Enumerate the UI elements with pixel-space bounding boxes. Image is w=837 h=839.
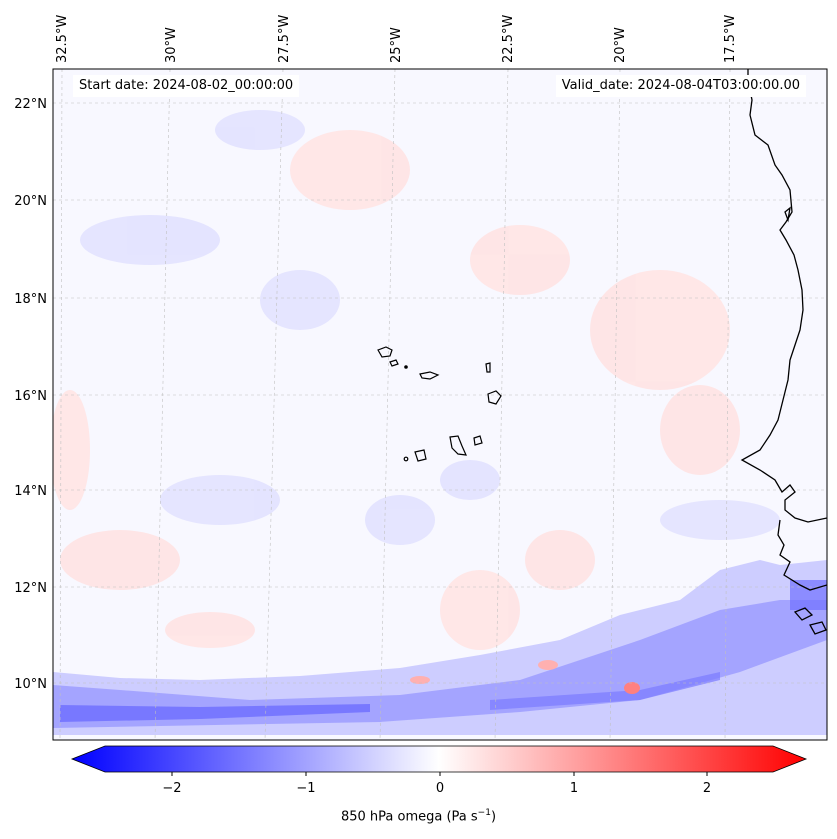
lat-label: 16°N — [14, 389, 47, 404]
colorbar-ticks — [171, 772, 708, 776]
colorbar-tick-label: 0 — [436, 781, 444, 796]
lon-label: 17.5°W — [723, 15, 738, 63]
lon-label: 27.5°W — [277, 15, 292, 63]
colorbar-label-text: 850 hPa omega (Pa s — [340, 809, 478, 825]
africa-coastline — [740, 69, 827, 635]
colorbar-gradient — [70, 745, 808, 773]
lon-label: 30°W — [164, 27, 179, 63]
colorbar-label: 850 hPa omega (Pa s−1) — [0, 808, 837, 824]
colorbar-tick-label: −1 — [296, 781, 315, 796]
lon-label: 32.5°W — [55, 15, 70, 63]
lat-label: 18°N — [14, 292, 47, 307]
lon-label: 20°W — [613, 27, 628, 63]
omega-positive-patches — [53, 130, 740, 695]
lat-label: 20°N — [14, 194, 47, 209]
colorbar-tick-label: −2 — [162, 781, 181, 796]
gridlines — [53, 69, 827, 740]
cape-verde-islands — [377, 346, 502, 462]
colorbar-label-exponent: −1 — [477, 808, 491, 818]
map-frame — [52, 68, 828, 741]
lat-label: 10°N — [14, 677, 47, 692]
lat-label: 14°N — [14, 484, 47, 499]
colorbar-label-suffix: ) — [490, 809, 497, 825]
latitude-labels: 22°N 20°N 18°N 16°N 14°N 12°N 10°N — [14, 97, 47, 692]
lat-label: 22°N — [14, 97, 47, 112]
colorbar: −2 −1 0 1 2 — [70, 745, 808, 796]
longitude-labels: 32.5°W 30°W 27.5°W 25°W 22.5°W 20°W 17.5… — [55, 15, 738, 63]
omega-negative-patches — [80, 110, 780, 545]
lon-label: 25°W — [389, 27, 404, 63]
map-panel — [53, 69, 827, 740]
valid-date-label: Valid_date: 2024-08-04T03:00:00.00 — [555, 75, 806, 97]
omega-southern-band — [53, 560, 827, 735]
colorbar-tick-label: 1 — [570, 781, 578, 796]
lat-label: 12°N — [14, 581, 47, 596]
start-date-label: Start date: 2024-08-02_00:00:00 — [73, 75, 300, 97]
lon-label: 22.5°W — [501, 15, 516, 63]
colorbar-tick-label: 2 — [703, 781, 711, 796]
